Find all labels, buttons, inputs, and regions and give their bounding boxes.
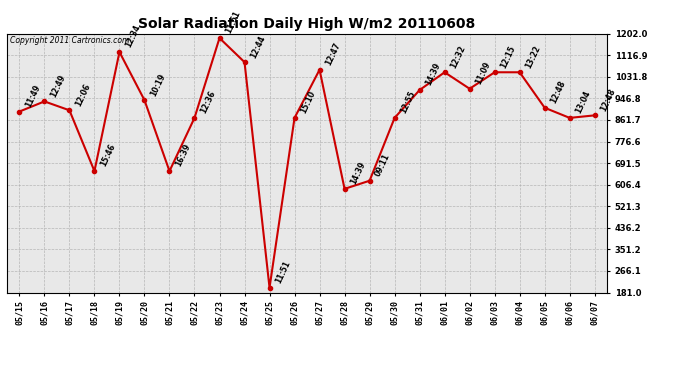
- Text: 16:39: 16:39: [174, 142, 192, 168]
- Text: 11:51: 11:51: [224, 10, 242, 35]
- Text: 12:06: 12:06: [74, 82, 92, 108]
- Text: 12:49: 12:49: [48, 73, 67, 99]
- Text: 15:10: 15:10: [299, 90, 317, 115]
- Text: 12:34: 12:34: [124, 24, 142, 49]
- Text: 12:47: 12:47: [324, 41, 342, 67]
- Text: 15:46: 15:46: [99, 143, 117, 168]
- Text: 12:44: 12:44: [248, 34, 267, 59]
- Text: Copyright 2011 Cartronics.com: Copyright 2011 Cartronics.com: [10, 36, 129, 45]
- Text: 12:32: 12:32: [448, 44, 467, 69]
- Text: 13:04: 13:04: [574, 90, 592, 115]
- Text: 11:49: 11:49: [23, 83, 42, 109]
- Text: 12:15: 12:15: [499, 44, 517, 69]
- Title: Solar Radiation Daily High W/m2 20110608: Solar Radiation Daily High W/m2 20110608: [139, 17, 475, 31]
- Text: 11:51: 11:51: [274, 260, 292, 285]
- Text: 12:48: 12:48: [549, 79, 567, 105]
- Text: 11:09: 11:09: [474, 60, 492, 86]
- Text: 14:39: 14:39: [348, 160, 367, 186]
- Text: 14:39: 14:39: [424, 62, 442, 87]
- Text: 12:36: 12:36: [199, 90, 217, 115]
- Text: 12:48: 12:48: [599, 87, 618, 112]
- Text: 13:22: 13:22: [524, 44, 542, 69]
- Text: 09:11: 09:11: [374, 152, 392, 178]
- Text: 12:55: 12:55: [399, 90, 417, 115]
- Text: 10:19: 10:19: [148, 72, 167, 98]
